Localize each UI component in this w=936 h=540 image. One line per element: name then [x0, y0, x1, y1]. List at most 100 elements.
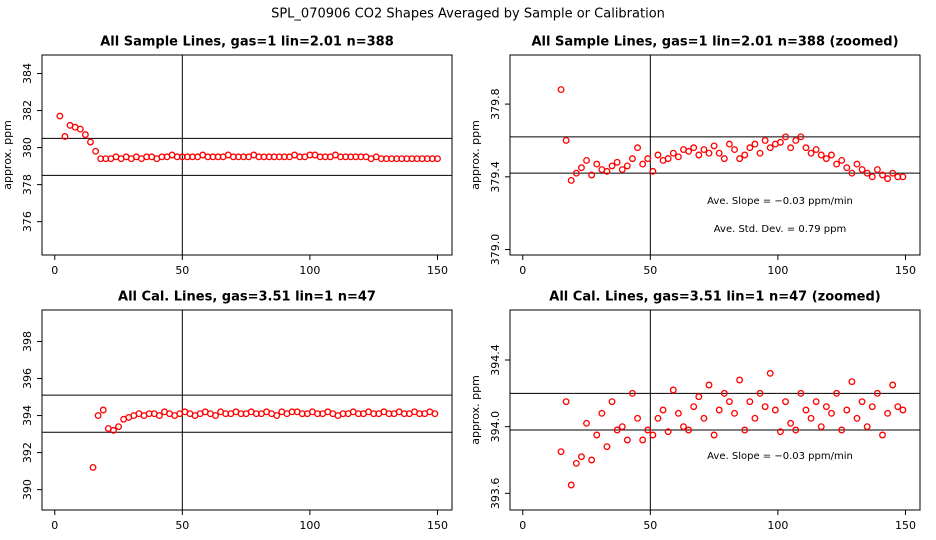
point	[644, 426, 652, 434]
point	[822, 155, 830, 163]
point	[879, 431, 886, 439]
x-tick-label: 0	[519, 519, 526, 532]
point	[873, 166, 881, 173]
x-tick-label: 100	[767, 264, 788, 277]
point	[731, 409, 738, 417]
point	[741, 426, 749, 434]
point	[817, 423, 825, 431]
point	[710, 431, 718, 439]
point	[782, 398, 789, 406]
point	[812, 146, 820, 153]
y-axis-label: approx. ppm	[469, 375, 482, 445]
point	[797, 133, 805, 141]
point	[899, 173, 907, 181]
x-tick-label: 50	[175, 264, 189, 277]
y-tick-label: 380	[21, 137, 34, 158]
point	[649, 431, 657, 439]
point	[639, 160, 647, 168]
point	[899, 406, 907, 414]
point	[761, 403, 769, 411]
point	[705, 381, 713, 389]
point	[572, 459, 580, 467]
y-tick-label: 378	[21, 174, 34, 195]
x-tick-label: 50	[643, 519, 657, 532]
annotation: Ave. Slope = −0.03 ppm/min	[707, 451, 853, 462]
point	[746, 398, 754, 406]
point	[669, 386, 677, 394]
point	[613, 426, 621, 434]
point	[843, 164, 851, 172]
point	[807, 149, 815, 157]
point	[659, 406, 667, 414]
point	[741, 151, 749, 159]
point	[822, 403, 830, 411]
x-tick-label: 100	[299, 519, 320, 532]
point	[588, 456, 596, 464]
point	[853, 160, 861, 168]
point	[593, 431, 601, 439]
point	[588, 171, 596, 179]
annotation: Ave. Slope = −0.03 ppm/min	[707, 196, 853, 207]
point	[583, 419, 590, 427]
point	[273, 412, 281, 420]
point	[776, 138, 784, 146]
y-tick-label: 394	[21, 405, 34, 426]
point	[797, 389, 805, 397]
x-tick-label: 150	[895, 519, 916, 532]
point	[761, 137, 769, 144]
y-tick-label: 384	[21, 63, 34, 84]
point	[654, 414, 662, 422]
point	[838, 426, 846, 434]
point	[858, 166, 866, 173]
x-tick-label: 100	[299, 264, 320, 277]
point	[690, 144, 698, 152]
point	[634, 144, 642, 152]
panel-title: All Sample Lines, gas=1 lin=2.01 n=388 (…	[531, 35, 898, 50]
point	[92, 147, 100, 155]
point	[776, 428, 784, 436]
y-tick-label: 376	[21, 211, 34, 232]
point	[87, 138, 94, 146]
point	[848, 169, 856, 177]
point	[725, 140, 733, 148]
point	[802, 144, 810, 152]
point	[894, 403, 902, 411]
point	[889, 381, 897, 389]
plot-frame	[41, 309, 453, 511]
point	[109, 426, 117, 434]
point	[884, 175, 892, 183]
y-tick-label: 394.0	[489, 411, 502, 443]
point	[629, 389, 636, 397]
y-tick-label: 390	[21, 479, 34, 500]
point	[771, 406, 779, 414]
point	[787, 144, 795, 152]
point	[863, 423, 871, 431]
point	[577, 164, 585, 172]
point	[593, 160, 601, 168]
point	[751, 140, 759, 148]
point	[603, 167, 611, 175]
x-tick-label: 0	[51, 264, 58, 277]
point	[431, 410, 439, 418]
point	[828, 151, 835, 159]
x-tick-label: 50	[643, 264, 657, 277]
point	[685, 147, 693, 155]
point	[567, 481, 575, 489]
point	[833, 389, 841, 397]
point	[782, 133, 789, 141]
point	[115, 423, 122, 431]
point	[863, 169, 871, 177]
point	[695, 393, 703, 401]
point	[792, 426, 800, 434]
x-tick-label: 0	[519, 264, 526, 277]
point	[751, 414, 759, 422]
point	[89, 463, 97, 471]
point	[756, 389, 764, 397]
point	[562, 137, 570, 144]
point	[802, 406, 810, 414]
point	[212, 412, 219, 420]
point	[618, 166, 626, 173]
point	[695, 151, 703, 159]
point	[710, 142, 718, 150]
point	[654, 151, 662, 159]
